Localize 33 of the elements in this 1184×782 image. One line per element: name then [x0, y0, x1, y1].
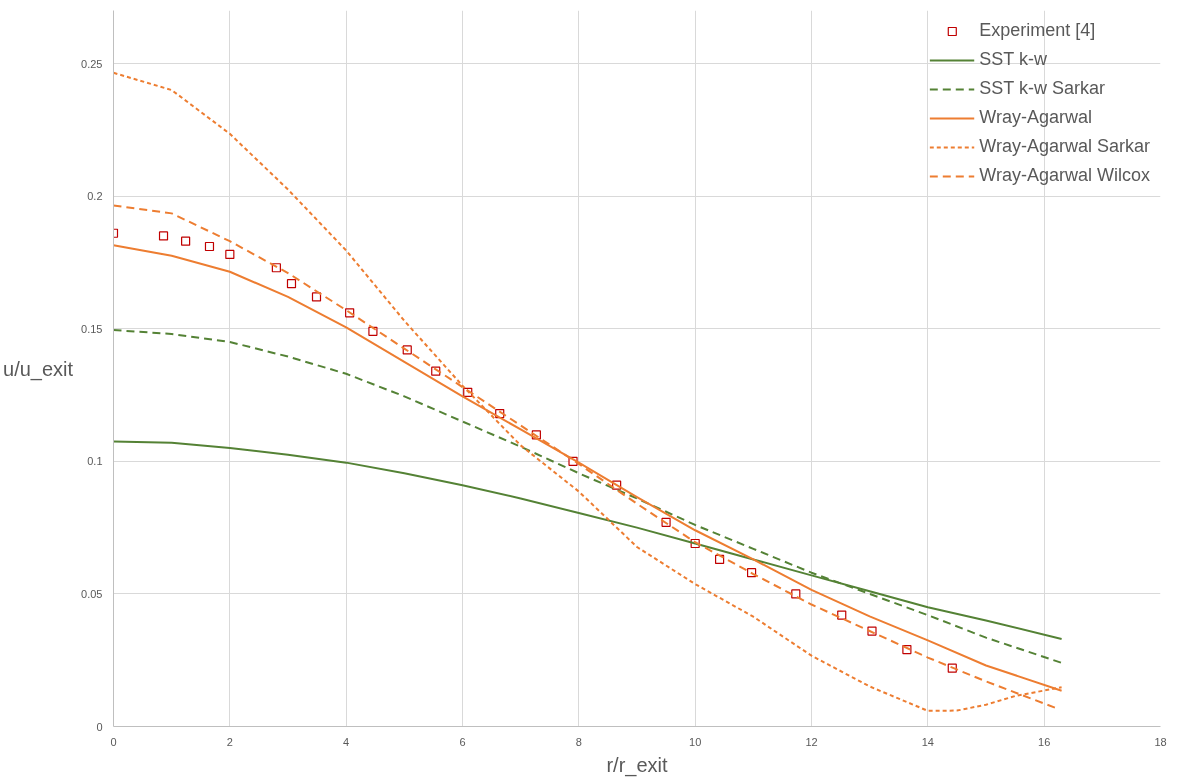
legend-label: Wray-Agarwal Sarkar: [979, 136, 1150, 157]
x-tick-label: 4: [343, 735, 350, 748]
point: [225, 249, 235, 260]
legend-label: SST k-w: [979, 49, 1047, 70]
x-tick-label: 16: [1038, 735, 1051, 748]
y-tick-label: 0: [96, 720, 103, 733]
x-tick-label: 18: [1154, 735, 1167, 748]
y-tick-label: 0.25: [81, 57, 103, 70]
y-tick-label: 0.05: [81, 587, 103, 600]
y-tick-label: 0.2: [87, 190, 103, 203]
point: [791, 589, 801, 599]
x-tick-label: 8: [575, 735, 582, 748]
point: [158, 231, 169, 241]
point: [311, 292, 322, 302]
line-series: [113, 329, 1063, 664]
x-tick-label: 12: [805, 735, 818, 748]
y-tick-label: 0.15: [81, 322, 103, 335]
legend-label: Wray-Agarwal: [979, 107, 1092, 128]
x-tick-label: 0: [110, 735, 117, 748]
legend-label: Wray-Agarwal Wilcox: [979, 165, 1150, 186]
x-tick-label: 10: [689, 735, 702, 748]
legend-label: Experiment [4]: [979, 20, 1096, 41]
point: [837, 610, 847, 620]
point: [181, 236, 191, 246]
x-axis-title: r/r_exit: [606, 753, 668, 777]
point: [286, 279, 297, 289]
legend-label: SST k-w Sarkar: [979, 78, 1105, 99]
x-tick-label: 2: [226, 735, 233, 748]
point: [204, 241, 215, 252]
x-tick-label: 14: [921, 735, 934, 748]
y-tick-label: 0.1: [87, 455, 103, 468]
y-axis-title: u/u_exit: [3, 357, 74, 381]
x-tick-label: 6: [459, 735, 466, 748]
